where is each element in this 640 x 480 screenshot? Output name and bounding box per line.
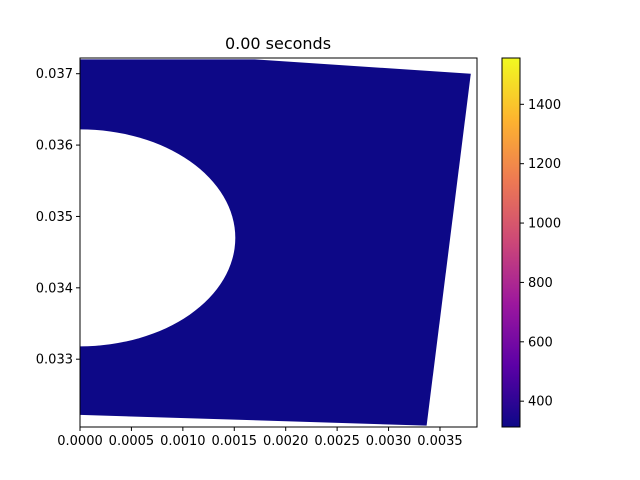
colorbar-tick-label: 400 xyxy=(528,395,553,410)
y-tick-label: 0.037 xyxy=(36,67,73,82)
colorbar-tick-label: 1000 xyxy=(528,217,561,232)
hole-region xyxy=(80,129,236,347)
colorbar-tick-label: 1200 xyxy=(528,157,561,172)
y-tick-label: 0.033 xyxy=(36,353,73,368)
plot-area xyxy=(80,59,471,426)
colorbar-axis: 400 600 800 1000 1200 1400 xyxy=(520,98,561,410)
colorbar-tick-label: 600 xyxy=(528,335,553,350)
x-axis: 0.0000 0.0005 0.0010 0.0015 0.0020 0.0025 0.00… xyxy=(57,427,463,449)
x-tick-label: 0.0000 xyxy=(57,434,103,449)
y-tick-label: 0.036 xyxy=(36,139,73,154)
x-tick-label: 0.0030 xyxy=(366,434,412,449)
y-tick-label: 0.034 xyxy=(36,281,73,296)
x-tick-label: 0.0010 xyxy=(160,434,206,449)
colorbar-tick-label: 800 xyxy=(528,276,553,291)
colorbar-gradient xyxy=(502,58,520,427)
x-tick-label: 0.0025 xyxy=(314,434,360,449)
x-tick-label: 0.0005 xyxy=(109,434,155,449)
x-tick-label: 0.0020 xyxy=(263,434,309,449)
colorbar-tick-label: 1400 xyxy=(528,98,561,113)
temperature-field xyxy=(80,59,471,426)
colorbar-frame xyxy=(501,57,521,428)
plot-frame xyxy=(79,57,478,428)
x-tick-label: 0.0015 xyxy=(212,434,258,449)
x-tick-label: 0.0035 xyxy=(417,434,463,449)
y-axis: 0.033 0.034 0.035 0.036 0.037 xyxy=(36,67,80,368)
y-tick-label: 0.035 xyxy=(36,210,73,225)
chart-title: 0.00 seconds xyxy=(225,34,331,53)
